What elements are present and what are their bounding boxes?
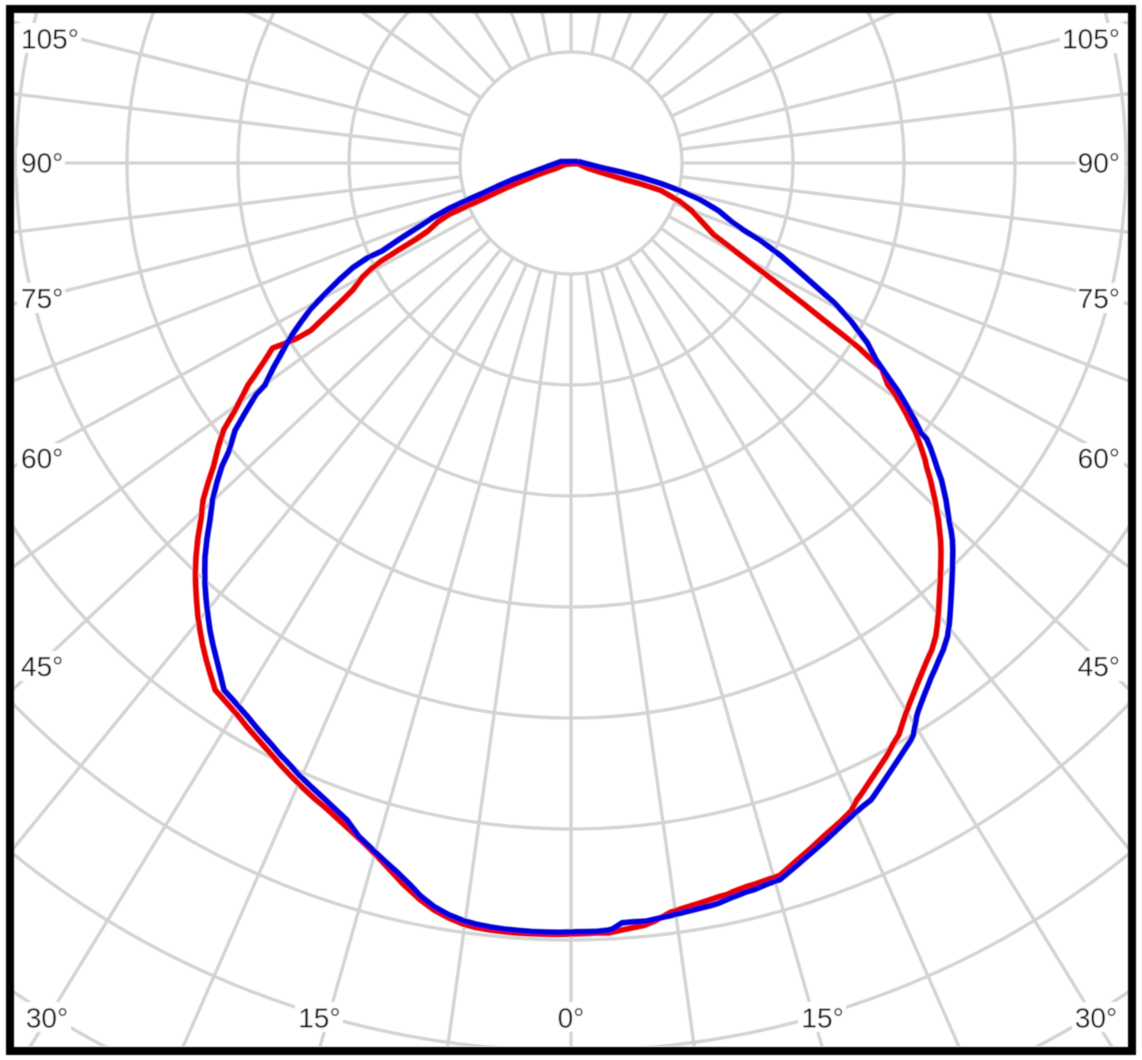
svg-text:75°: 75° [21,283,63,314]
svg-text:45°: 45° [21,651,63,682]
svg-text:75°: 75° [1078,283,1120,314]
svg-text:60°: 60° [21,443,63,474]
svg-text:60°: 60° [1078,443,1120,474]
svg-text:90°: 90° [1078,148,1120,179]
svg-text:15°: 15° [298,1003,340,1034]
svg-text:0°: 0° [558,1003,585,1034]
svg-text:30°: 30° [1075,1003,1117,1034]
svg-text:105°: 105° [21,24,79,55]
svg-text:90°: 90° [21,148,63,179]
svg-text:30°: 30° [26,1003,68,1034]
svg-text:105°: 105° [1062,24,1120,55]
svg-text:45°: 45° [1078,651,1120,682]
svg-text:15°: 15° [801,1003,843,1034]
